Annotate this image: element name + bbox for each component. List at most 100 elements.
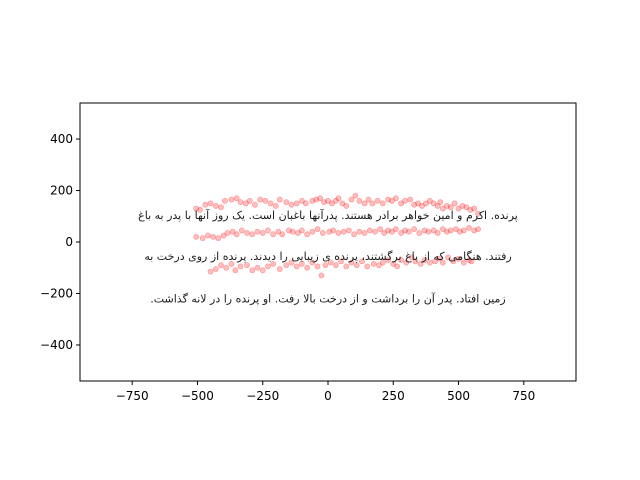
scatter-point: [345, 227, 352, 234]
scatter-point: [425, 228, 432, 235]
scatter-point: [332, 262, 339, 269]
scatter-point: [390, 260, 397, 267]
x-tick-label: −750: [116, 389, 149, 403]
scatter-point: [426, 197, 433, 204]
scatter-point: [339, 200, 346, 207]
y-tick-label: −200: [40, 286, 73, 300]
x-tick-label: 500: [447, 389, 470, 403]
scatter-point: [376, 262, 382, 269]
scatter-point: [215, 235, 222, 242]
scatter-point: [415, 200, 421, 207]
scatter-point: [313, 196, 320, 203]
scatter-point: [228, 196, 235, 203]
scatter-point: [252, 201, 258, 208]
scatter-point: [289, 228, 296, 235]
x-tick-label: 250: [382, 389, 405, 403]
scatter-point: [304, 231, 311, 238]
scatter-point: [379, 200, 386, 207]
scatter-point: [471, 227, 478, 234]
scatter-point: [471, 205, 478, 212]
y-tick-label: −400: [40, 338, 73, 352]
scatter-point: [432, 258, 438, 265]
scatter-point: [257, 196, 264, 203]
scatter-point: [419, 203, 425, 209]
scatter-point: [285, 227, 292, 234]
scatter-point: [210, 233, 217, 240]
scatter-point: [335, 195, 342, 202]
scatter-point: [436, 255, 442, 262]
scatter-point: [430, 200, 437, 207]
scatter-point: [283, 262, 290, 269]
scatter-point: [322, 262, 329, 269]
scatter-point: [205, 232, 211, 239]
scatter-points: [193, 192, 482, 279]
scatter-point: [288, 201, 295, 208]
scatter-point: [437, 199, 444, 205]
scatter-point: [450, 258, 457, 265]
scatter-point: [326, 228, 333, 235]
scatter-point: [460, 259, 467, 266]
text-annotations: پرنده. اکرم و امین خواهر برادر هستند. پد…: [138, 208, 518, 306]
scatter-point: [254, 228, 261, 235]
scatter-point: [385, 196, 391, 203]
scatter-point: [298, 197, 305, 204]
scatter-point: [348, 259, 355, 266]
scatter-point: [254, 264, 261, 271]
scatter-point: [392, 195, 399, 202]
scatter-point: [366, 227, 373, 234]
scatter-point: [272, 203, 279, 209]
scatter-point: [475, 226, 482, 233]
scatter-point: [304, 264, 311, 271]
scatter-point: [467, 206, 474, 213]
scatter-point: [202, 201, 209, 208]
scatter-point: [199, 235, 206, 242]
scatter-point: [314, 226, 321, 233]
scatter-point: [314, 263, 321, 270]
scatter-point: [416, 230, 423, 236]
scatter-point: [364, 263, 371, 270]
text-line-1: پرنده. اکرم و امین خواهر برادر هستند. پد…: [138, 208, 518, 222]
scatter-point: [365, 196, 372, 203]
scatter-point: [265, 227, 271, 234]
scatter-point: [335, 230, 342, 236]
scatter-point: [224, 230, 231, 236]
scatter-point: [463, 204, 470, 211]
scatter-point: [193, 205, 200, 212]
scatter-point: [389, 228, 395, 235]
scatter-point: [381, 230, 388, 236]
scatter-point: [309, 197, 316, 204]
scatter-point: [456, 228, 463, 235]
scatter-point: [259, 230, 266, 236]
scatter-point: [265, 263, 271, 270]
scatter-point: [288, 259, 295, 266]
scatter-point: [338, 258, 344, 265]
scatter-point: [276, 196, 283, 203]
scatter-point: [385, 257, 391, 263]
scatter-point: [475, 210, 482, 217]
scatter-point: [353, 262, 360, 269]
scatter-point: [228, 260, 235, 267]
scatter-point: [453, 226, 459, 233]
scatter-point: [356, 228, 363, 235]
scatter-point: [221, 197, 228, 204]
scatter-point: [293, 200, 300, 207]
scatter-point: [329, 200, 335, 207]
y-tick-label: 0: [65, 235, 73, 249]
scatter-point: [212, 266, 219, 272]
scatter-point: [283, 199, 290, 205]
scatter-point: [455, 255, 462, 262]
scatter-point: [275, 228, 282, 235]
scatter-point: [318, 272, 325, 279]
scatter-point: [421, 227, 428, 234]
scatter-point: [220, 232, 227, 239]
scatter-point: [343, 263, 350, 270]
scatter-point: [218, 262, 224, 269]
scatter-point: [330, 227, 337, 234]
scatter-point: [218, 204, 224, 211]
scatter-point: [343, 203, 350, 209]
scatter-point: [434, 230, 441, 236]
scatter-point: [193, 233, 200, 240]
scatter-point: [447, 227, 454, 234]
scatter-point: [197, 206, 203, 213]
